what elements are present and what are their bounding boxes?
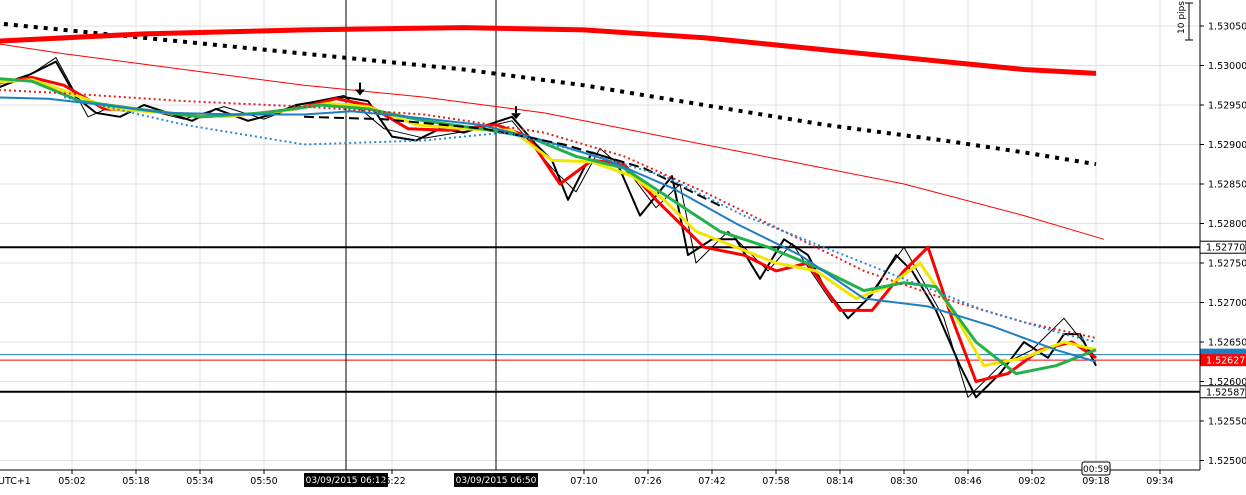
x-tick-label: 05:50 xyxy=(250,476,277,487)
x-tick-label: 05:18 xyxy=(122,476,149,487)
series-group xyxy=(0,21,1105,399)
current-price-tag xyxy=(1200,354,1246,367)
y-tick-label: 1.52850 xyxy=(1208,180,1246,191)
series-line-green xyxy=(0,77,1097,376)
y-tick-label: 1.52750 xyxy=(1208,259,1246,270)
x-tick-label: 05:02 xyxy=(58,476,85,487)
countdown-box xyxy=(1081,461,1111,476)
crosshairs: 03/09/2015 06:12 03/09/2015 06:50 xyxy=(304,0,538,487)
x-tick-label: 06:22 xyxy=(378,476,405,487)
current-price-label: 1.52627 xyxy=(1206,356,1245,367)
y-tick-label: 1.53050 xyxy=(1208,22,1246,33)
timezone-label: UTC+1 xyxy=(0,476,31,487)
y-tick-label: 1.52700 xyxy=(1208,298,1246,309)
x-tick-label: 08:14 xyxy=(826,476,853,487)
x-tick-label: 09:34 xyxy=(1146,476,1173,487)
series-line-dotted_red xyxy=(0,88,1097,339)
x-tick-label: 05:34 xyxy=(186,476,213,487)
series-line-dashed_black xyxy=(303,115,725,209)
series-line-dotted_blue xyxy=(63,96,1097,343)
countdown-label: 00:59 xyxy=(1083,465,1109,475)
crosshair-time-label: 03/09/2015 06:50 xyxy=(456,476,537,486)
arrow-marker xyxy=(511,113,521,120)
crosshair-time-tag xyxy=(304,473,388,487)
x-tick-label: 07:10 xyxy=(570,476,597,487)
y-tick-label: 1.52500 xyxy=(1208,456,1246,467)
y-tick-label: 1.52600 xyxy=(1208,377,1246,388)
y-tick-label: 1.52550 xyxy=(1208,417,1246,428)
horizontal-level-label: 1.52770 xyxy=(1206,243,1245,254)
series-line-black xyxy=(0,21,1097,167)
series-line-black xyxy=(0,57,1097,398)
y-tick-label: 1.52900 xyxy=(1208,140,1246,151)
arrow-marker xyxy=(355,89,365,96)
horizontal-level-label: 1.52587 xyxy=(1206,387,1245,398)
x-tick-label: 09:02 xyxy=(1018,476,1045,487)
x-tick-label: 09:18 xyxy=(1082,476,1109,487)
crosshair-time-label: 03/09/2015 06:12 xyxy=(306,476,387,486)
y-tick-label: 1.53000 xyxy=(1208,61,1246,72)
series-line-black xyxy=(0,60,1097,399)
scale-label: 10 pips xyxy=(1177,1,1187,34)
y-tick-label: 1.52650 xyxy=(1208,338,1246,349)
series-line-red xyxy=(0,25,1097,76)
y-tick-label: 1.52950 xyxy=(1208,101,1246,112)
arrows xyxy=(355,82,521,120)
x-tick-label: 08:30 xyxy=(890,476,917,487)
y-tick-label: 1.52800 xyxy=(1208,219,1246,230)
crosshair-time-tag xyxy=(454,473,538,487)
series-line-red xyxy=(0,43,1105,240)
x-tick-label: 07:42 xyxy=(698,476,725,487)
x-tick-label: 07:58 xyxy=(762,476,789,487)
x-tick-label: 07:26 xyxy=(634,476,661,487)
x-tick-label: 08:46 xyxy=(954,476,981,487)
